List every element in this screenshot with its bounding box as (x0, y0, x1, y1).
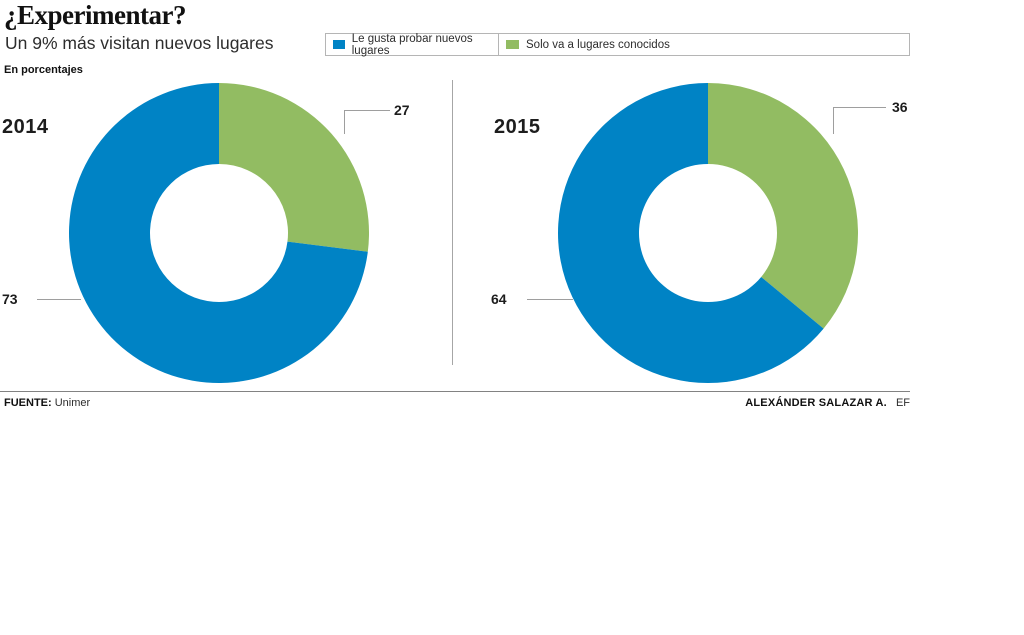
year-label-2014: 2014 (2, 116, 49, 138)
units-note: En porcentajes (4, 64, 83, 76)
legend-label: Le gusta probar nuevos lugares (351, 32, 473, 57)
source-credit: FUENTE: Unimer (4, 397, 90, 409)
legend-swatch-green (506, 40, 519, 49)
leader-line (527, 299, 573, 300)
credit-name: ALEXÁNDER SALAZAR A. (745, 397, 887, 409)
leader-line (344, 110, 390, 111)
footer-rule (0, 391, 910, 392)
donut-slice-2015-nuevos (558, 83, 824, 384)
chart-divider (452, 80, 453, 365)
donut-slice-2015-conocidos (708, 83, 858, 329)
legend-item-nuevos: Le gusta probar nuevos lugares (326, 32, 498, 57)
leader-line (37, 299, 81, 300)
legend-label: Solo va a lugares conocidos (526, 38, 670, 51)
page-title: ¿Experimentar? (4, 0, 186, 30)
legend: Le gusta probar nuevos lugares Solo va a… (325, 32, 910, 57)
page-subtitle: Un 9% más visitan nuevos lugares (5, 33, 274, 53)
source-value: Unimer (54, 397, 91, 409)
source-label: FUENTE: (4, 397, 52, 409)
legend-swatch-blue (333, 40, 345, 49)
leader-line (833, 107, 834, 134)
donut-slice-2014-conocidos (219, 83, 370, 252)
value-label-2015-green: 36 (892, 99, 908, 115)
year-label-2015: 2015 (494, 116, 541, 138)
value-label-2015-blue: 64 (491, 291, 507, 307)
credit-org: EF (895, 397, 910, 409)
donut-slice-2014-nuevos (69, 83, 368, 383)
donut-chart-2015 (558, 83, 858, 384)
leader-line (833, 107, 886, 108)
value-label-2014-blue: 73 (2, 291, 18, 307)
value-label-2014-green: 27 (394, 102, 410, 118)
donut-chart-2014 (69, 83, 370, 383)
leader-line (344, 110, 345, 134)
author-credit: ALEXÁNDER SALAZAR A. EF (745, 397, 910, 409)
legend-item-conocidos: Solo va a lugares conocidos (498, 34, 909, 55)
